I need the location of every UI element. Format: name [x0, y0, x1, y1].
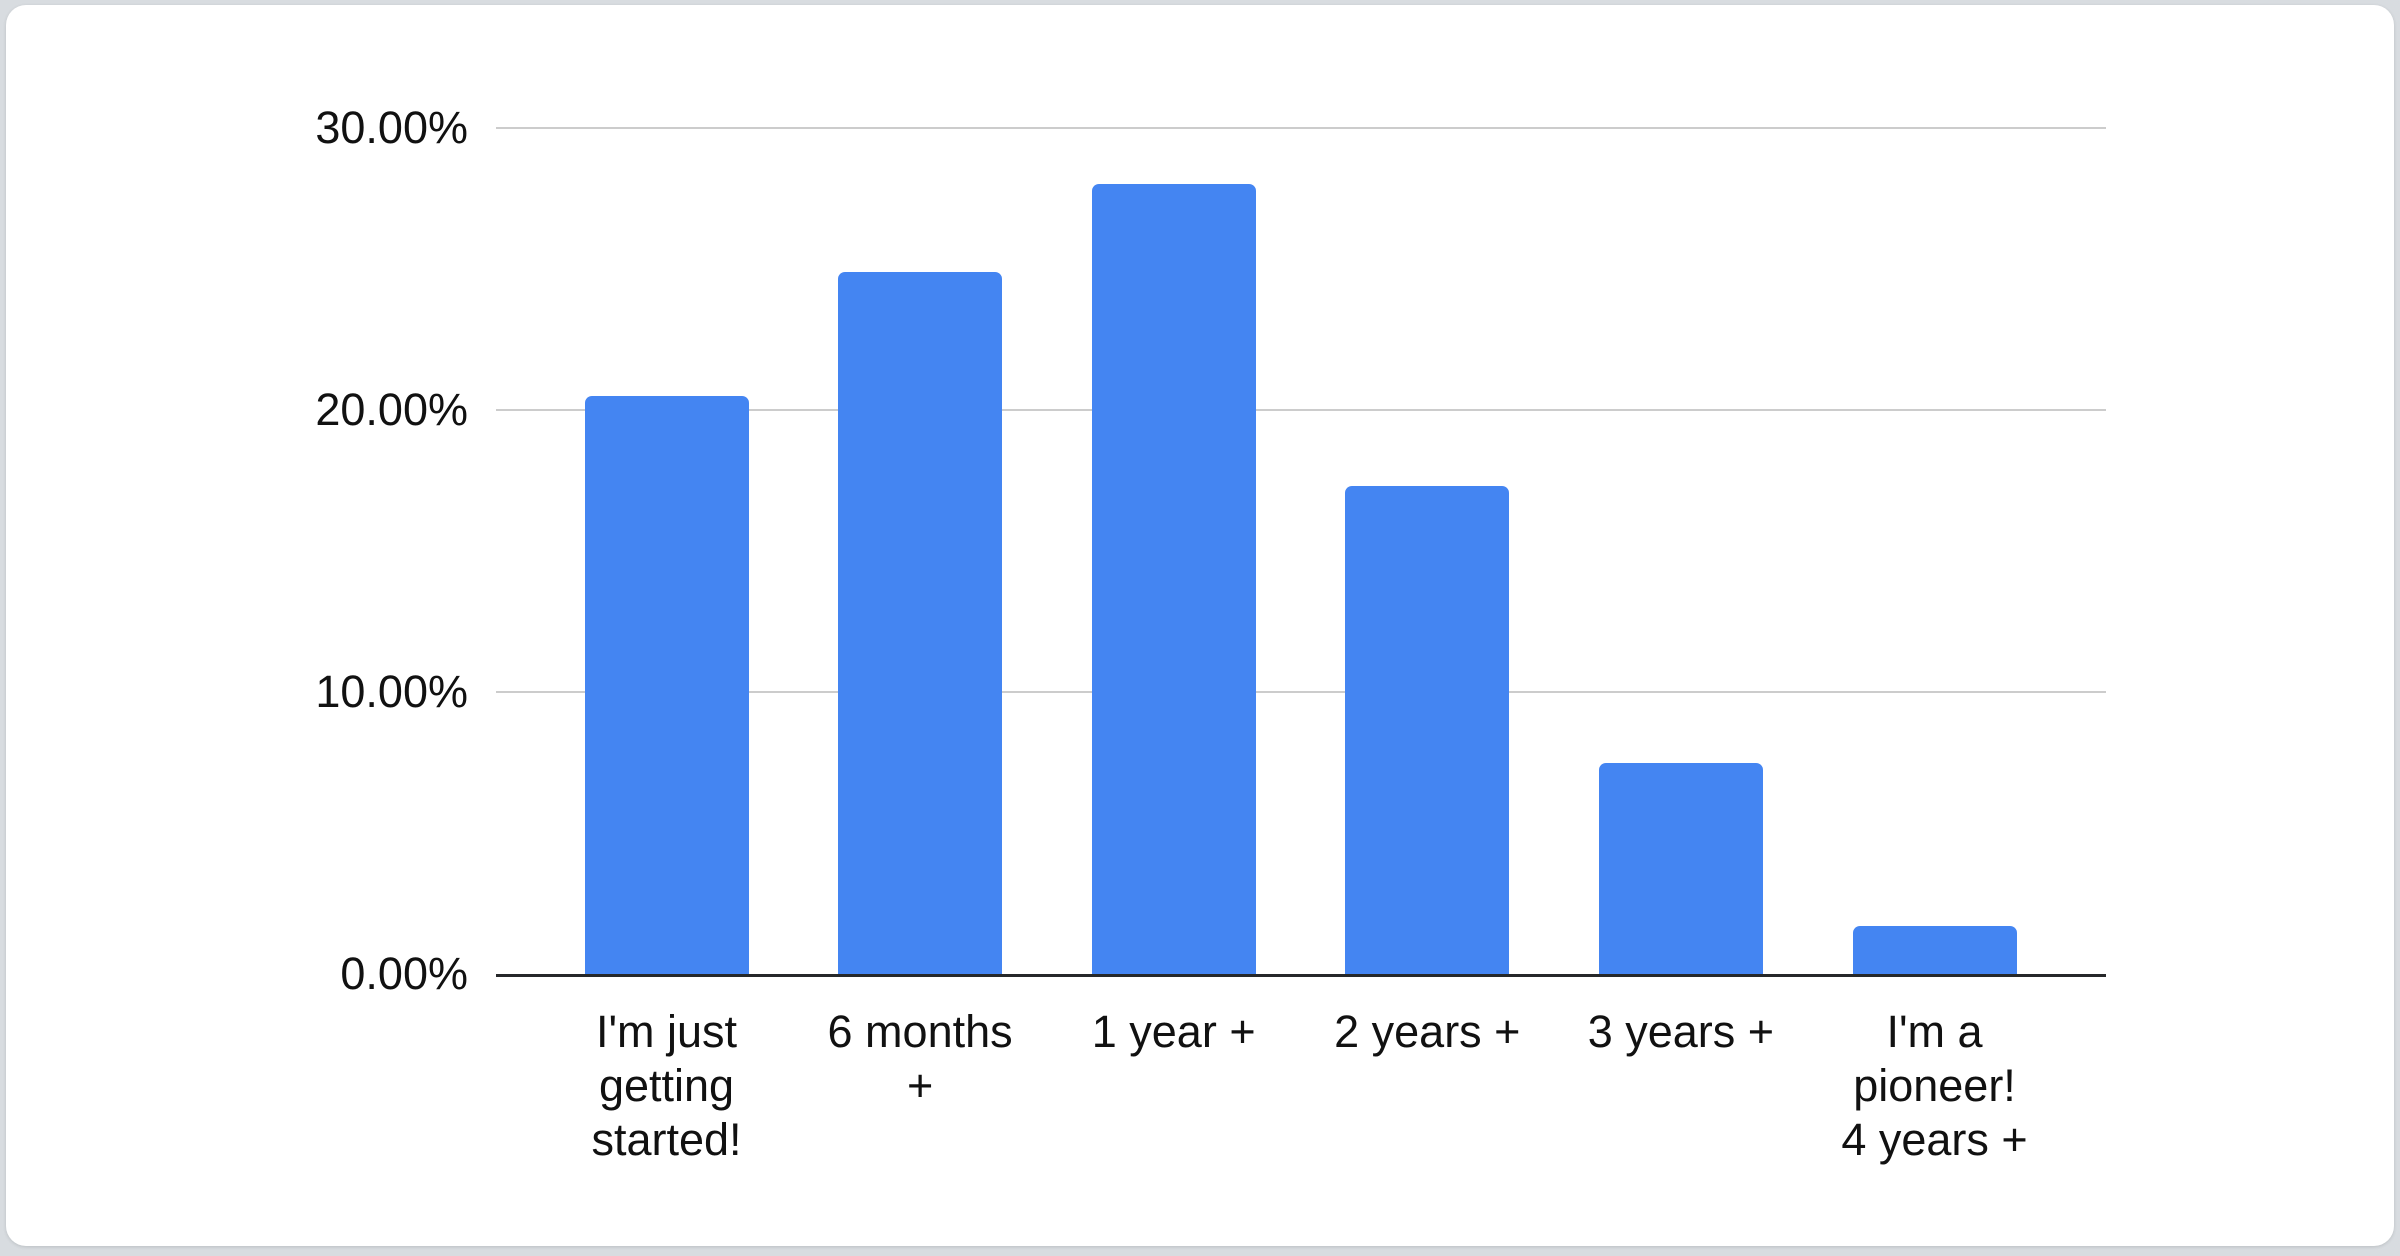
x-tick-line: 6 months	[827, 1006, 1013, 1057]
gridline-10	[496, 691, 2106, 693]
x-tick-line: I'm just	[595, 1006, 738, 1057]
x-tick-label: I'm just getting started!	[537, 1005, 797, 1167]
x-tick-label: 6 months +	[790, 1005, 1050, 1113]
chart-bar	[584, 395, 749, 974]
x-tick-label: I'm a pioneer! 4 years +	[1805, 1005, 2065, 1167]
chart-bar	[1345, 486, 1510, 974]
y-tick-label: 30.00%	[315, 102, 468, 153]
gridline-30	[496, 127, 2106, 129]
gridline-20	[496, 409, 2106, 411]
x-tick-label: 3 years +	[1551, 1005, 1811, 1059]
x-tick-label: 1 year +	[1044, 1005, 1304, 1059]
x-tick-line: 1 year +	[1091, 1006, 1256, 1057]
y-tick-label: 10.00%	[315, 666, 468, 717]
x-tick-line: getting	[598, 1060, 735, 1111]
chart-card: 30.00% 20.00% 10.00% 0.00% I'm just getting s…	[6, 5, 2394, 1246]
x-tick-line: 2 years +	[1334, 1006, 1521, 1057]
x-tick-line: 3 years +	[1587, 1006, 1775, 1057]
chart-bar	[838, 271, 1003, 974]
y-tick-label: 20.00%	[315, 384, 468, 435]
x-tick-line: I'm a	[1886, 1006, 1983, 1057]
x-tick-line: +	[906, 1060, 934, 1111]
plot-area	[496, 127, 2106, 977]
chart-bar	[1598, 762, 1763, 974]
x-tick-line: 4 years +	[1841, 1114, 2028, 1165]
y-tick-label: 0.00%	[340, 948, 468, 999]
x-tick-label: 2 years +	[1297, 1005, 1557, 1059]
x-tick-line: started!	[591, 1114, 742, 1165]
chart-bar	[1852, 926, 2017, 974]
chart-bar	[1091, 184, 1256, 974]
x-tick-line: pioneer!	[1853, 1060, 2016, 1111]
